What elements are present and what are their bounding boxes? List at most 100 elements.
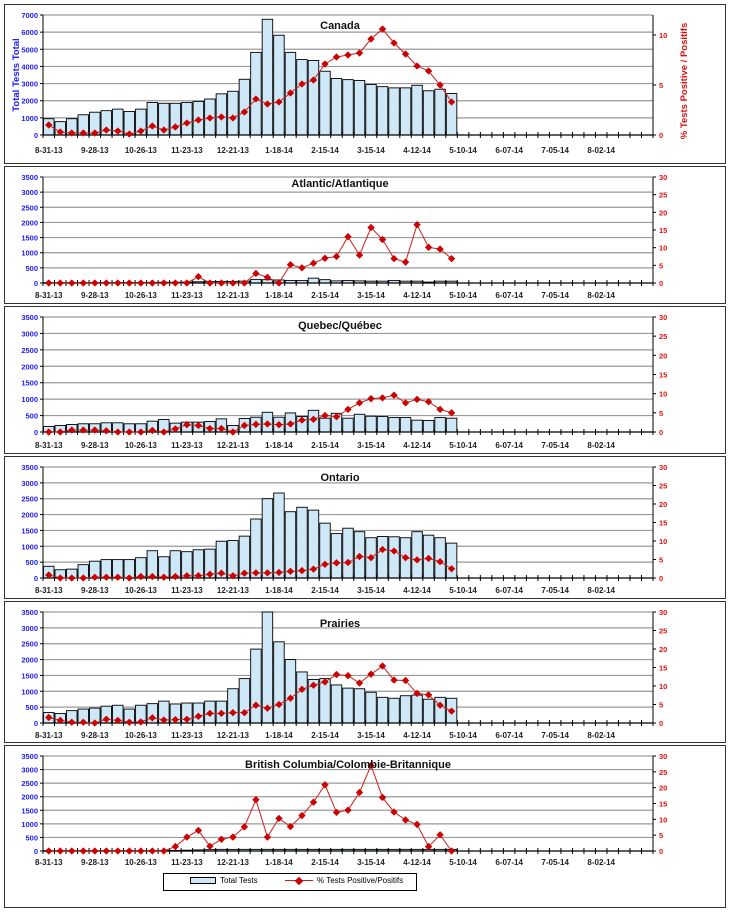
line-point-percent-positive bbox=[263, 420, 272, 428]
line-point-percent-positive bbox=[447, 98, 456, 106]
x-tick-label: 8-02-14 bbox=[587, 291, 615, 300]
line-point-percent-positive bbox=[390, 254, 398, 263]
x-tick-label: 1-18-14 bbox=[265, 146, 293, 155]
y-tick-label: 0 bbox=[34, 279, 38, 288]
x-tick-label: 7-05-14 bbox=[541, 441, 569, 450]
x-tick-label: 6-07-14 bbox=[495, 586, 523, 595]
bar-total-tests bbox=[376, 416, 389, 433]
y2-tick-label: 0 bbox=[659, 719, 663, 728]
y-tick-label: 3000 bbox=[21, 624, 38, 633]
x-tick-label: 5-10-14 bbox=[449, 146, 477, 155]
line-point-percent-positive bbox=[332, 412, 341, 421]
line-point-percent-positive bbox=[229, 428, 237, 436]
line-point-percent-positive bbox=[137, 428, 145, 436]
y2-tick-label: 5 bbox=[659, 409, 663, 418]
line-point-percent-positive bbox=[344, 51, 352, 59]
y2-axis-label: % Tests Positive / Positifs bbox=[679, 23, 690, 140]
x-tick-label: 8-31-13 bbox=[35, 586, 63, 595]
x-tick-label: 4-12-14 bbox=[403, 731, 431, 740]
bar-total-tests bbox=[273, 641, 285, 724]
line-point-percent-positive bbox=[206, 424, 214, 433]
x-tick-label: 1-18-14 bbox=[265, 586, 293, 595]
x-tick-label: 12-21-13 bbox=[217, 441, 250, 450]
bar-total-tests bbox=[376, 696, 389, 724]
x-tick-label: 8-31-13 bbox=[35, 441, 63, 450]
line-point-percent-positive bbox=[401, 399, 410, 407]
line-point-percent-positive bbox=[45, 847, 53, 855]
line-point-percent-positive bbox=[401, 258, 410, 266]
line-point-percent-positive bbox=[367, 394, 375, 403]
bar-total-tests bbox=[307, 59, 320, 136]
line-point-percent-positive bbox=[183, 833, 191, 841]
bar-total-tests bbox=[411, 694, 423, 724]
y2-tick-label: 20 bbox=[659, 784, 667, 793]
x-tick-label: 11-23-13 bbox=[171, 586, 203, 595]
chart-legend: Total Tests % Tests Positive/Positifs bbox=[163, 873, 417, 891]
line-point-percent-positive bbox=[424, 67, 433, 75]
x-tick-label: 4-12-14 bbox=[403, 146, 431, 155]
x-tick-label: 5-10-14 bbox=[449, 291, 477, 300]
line-point-percent-positive bbox=[413, 820, 421, 829]
chart-title: Canada bbox=[320, 20, 361, 32]
line-point-percent-positive bbox=[344, 671, 352, 680]
x-tick-label: 7-05-14 bbox=[541, 146, 569, 155]
y-tick-label: 3500 bbox=[21, 608, 38, 617]
line-point-percent-positive bbox=[413, 62, 421, 70]
line-point-percent-positive bbox=[321, 411, 329, 420]
y2-tick-label: 20 bbox=[659, 208, 667, 217]
x-tick-label: 9-28-13 bbox=[81, 146, 109, 155]
y-tick-label: 1000 bbox=[21, 114, 38, 123]
line-point-percent-positive bbox=[332, 808, 341, 817]
x-tick-label: 11-23-13 bbox=[171, 291, 203, 300]
line-point-percent-positive bbox=[355, 552, 364, 561]
line-point-percent-positive bbox=[252, 269, 260, 278]
y-tick-label: 3500 bbox=[21, 313, 38, 322]
x-tick-label: 9-28-13 bbox=[81, 291, 109, 300]
bar-total-tests bbox=[284, 659, 297, 724]
legend-item-percent-positive: % Tests Positive/Positifs bbox=[285, 876, 403, 885]
y2-tick-label: 15 bbox=[659, 226, 667, 235]
bar-total-tests bbox=[411, 531, 423, 579]
legend-label-total-tests: Total Tests bbox=[220, 876, 258, 885]
line-point-percent-positive bbox=[401, 816, 410, 824]
line-point-percent-positive bbox=[436, 81, 444, 89]
x-tick-label: 3-15-14 bbox=[357, 441, 385, 450]
x-tick-label: 4-12-14 bbox=[403, 441, 431, 450]
bar-total-tests bbox=[422, 420, 435, 433]
line-point-percent-positive bbox=[68, 279, 76, 287]
x-tick-label: 8-02-14 bbox=[587, 441, 615, 450]
chart-title: Ontario bbox=[320, 472, 359, 484]
y-tick-label: 1000 bbox=[21, 542, 38, 551]
bar-total-tests bbox=[434, 537, 446, 579]
line-point-percent-positive bbox=[344, 806, 352, 814]
y-tick-label: 0 bbox=[34, 131, 38, 140]
line-point-percent-positive bbox=[413, 395, 421, 404]
x-tick-label: 12-21-13 bbox=[217, 586, 250, 595]
y-tick-label: 1500 bbox=[21, 671, 38, 680]
line-point-percent-positive bbox=[401, 553, 410, 562]
line-point-percent-positive bbox=[447, 847, 456, 855]
line-point-percent-positive bbox=[56, 847, 64, 855]
x-tick-label: 3-15-14 bbox=[357, 291, 385, 300]
line-point-percent-positive bbox=[252, 95, 260, 103]
y-tick-label: 3000 bbox=[21, 766, 38, 775]
y2-tick-label: 10 bbox=[659, 815, 667, 824]
line-point-percent-positive bbox=[45, 279, 53, 287]
panel-prairies: 0 500 1000 1500 2000 2500 3000 3500 0 5 10 15 20 25 30… bbox=[4, 601, 726, 743]
y-tick-label: 4000 bbox=[21, 62, 38, 71]
line-point-percent-positive bbox=[194, 272, 203, 281]
line-point-percent-positive bbox=[436, 245, 444, 253]
bar-total-tests bbox=[330, 533, 343, 579]
line-point-percent-positive bbox=[332, 53, 341, 61]
line-point-percent-positive bbox=[148, 122, 157, 130]
bar-total-tests bbox=[250, 51, 262, 136]
line-point-percent-positive bbox=[436, 558, 444, 566]
bar-total-tests bbox=[181, 101, 193, 136]
line-point-percent-positive bbox=[183, 572, 191, 580]
y2-tick-label: 0 bbox=[659, 279, 663, 288]
x-tick-label: 7-05-14 bbox=[541, 858, 569, 866]
y-tick-label: 0 bbox=[34, 719, 38, 728]
x-tick-label: 2-15-14 bbox=[311, 146, 339, 155]
line-point-percent-positive bbox=[447, 254, 456, 263]
x-tick-label: 11-23-13 bbox=[171, 731, 203, 740]
